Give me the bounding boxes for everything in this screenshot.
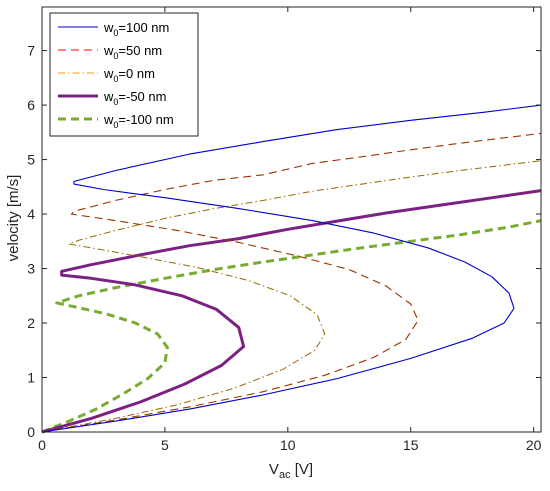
y-tick-label: 3 [27, 261, 35, 277]
y-tick-label: 5 [27, 152, 35, 168]
x-axis-label: Vac [V] [269, 461, 313, 481]
x-tick-label: 15 [403, 437, 419, 453]
series-line-2-lower [41, 160, 542, 433]
legend-label-1: w0=50 nm [103, 43, 162, 61]
y-tick-label: 7 [27, 43, 35, 59]
x-tick-label: 20 [526, 437, 542, 453]
series-line-4 [41, 219, 542, 434]
x-axis-label-sub: ac [279, 469, 291, 481]
x-tick-label: 0 [38, 437, 46, 453]
series-line-3 [41, 189, 542, 434]
y-axis-label: velocity [m/s] [5, 175, 22, 262]
legend-label-3: w0=-50 nm [103, 89, 166, 107]
y-tick-label: 1 [27, 370, 35, 386]
x-axis-label-rest: [V] [291, 461, 314, 478]
series-line-0 [41, 104, 542, 433]
x-tick-label: 10 [280, 437, 296, 453]
y-tick-label: 6 [27, 97, 35, 113]
x-tick-label: 5 [161, 437, 169, 453]
y-tick-label: 2 [27, 315, 35, 331]
legend-label-0: w0=100 nm [103, 20, 169, 38]
legend-box [49, 12, 199, 137]
plot-frame [41, 6, 542, 433]
y-tick-label: 4 [27, 206, 35, 222]
legend-label-2: w0=0 nm [103, 66, 155, 84]
legend: w0=100 nm w0=50 nm w0=0 nm w0=-50 nm w0=-100… [49, 12, 199, 137]
series-lines [41, 104, 542, 434]
x-axis-label-main: V [269, 461, 279, 478]
y-tick-label: 0 [27, 424, 35, 440]
legend-label-4: w0=-100 nm [103, 112, 174, 130]
